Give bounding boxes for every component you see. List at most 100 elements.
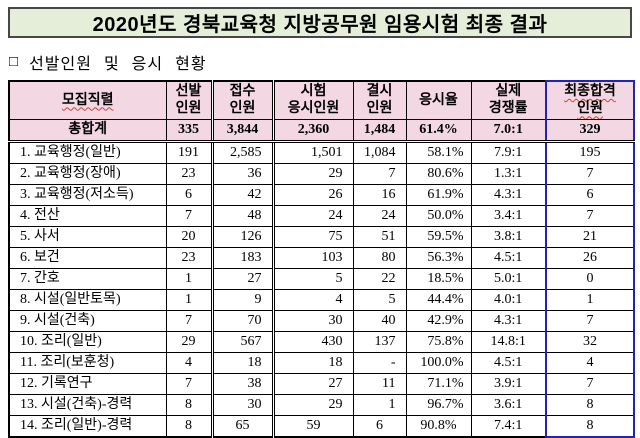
- total-label: 총합계: [8, 118, 167, 143]
- cell-value: 9: [210, 288, 274, 311]
- cell-value: 90.8%: [405, 414, 472, 437]
- page-title-text: 2020년도 경북교육청 지방공무원 임용시험 최종 결과: [92, 14, 548, 36]
- cell-value: 24: [271, 204, 354, 227]
- cell-value: 1: [165, 288, 213, 311]
- cell-value: 18.5%: [405, 267, 472, 290]
- column-header: 실제 경쟁률: [470, 80, 547, 120]
- total-value: 1,484: [352, 118, 407, 143]
- row-label: 8. 시설(일반토목): [8, 288, 167, 311]
- column-header: 시험 응시인원: [271, 80, 354, 120]
- cell-value: 75.8%: [405, 330, 472, 353]
- cell-value: 50.0%: [405, 204, 472, 227]
- cell-value: 42.9%: [405, 309, 472, 332]
- cell-value: 58.1%: [405, 140, 472, 164]
- cell-value: 4: [165, 351, 213, 374]
- cell-value: 4.3:1: [470, 309, 547, 332]
- cell-value: 29: [271, 393, 354, 416]
- total-row: 총합계 335 3,844 2,360 1,484 61.4% 7.0:1 329: [8, 118, 635, 143]
- cell-value: 1,501: [271, 140, 354, 164]
- row-label: 5. 사서: [8, 225, 167, 248]
- page-title: 2020년도 경북교육청 지방공무원 임용시험 최종 결과: [8, 7, 632, 38]
- cell-value: 7: [165, 372, 213, 395]
- cell-value: 137: [352, 330, 407, 353]
- cell-value: 48: [210, 204, 274, 227]
- cell-value: 7.4:1: [470, 414, 547, 437]
- cell-value: 30: [271, 309, 354, 332]
- table-row: 14. 조리(일반)-경력 8 65 59 6 90.8% 7.4:1 8: [8, 414, 635, 438]
- cell-value: 6: [352, 414, 407, 437]
- row-label: 12. 기록연구: [8, 372, 167, 395]
- cell-value: 11: [352, 372, 407, 395]
- table-row: 8. 시설(일반토목) 1 9 4 5 44.4% 4.0:1 1: [8, 288, 635, 311]
- cell-value: 75: [271, 225, 354, 248]
- cell-value: 18: [271, 351, 354, 374]
- cell-value: 44.4%: [405, 288, 472, 311]
- cell-value: 8: [545, 393, 635, 416]
- cell-value: 7: [165, 204, 213, 227]
- cell-value: 32: [545, 330, 635, 353]
- table-row: 1. 교육행정(일반) 191 2,585 1,501 1,084 58.1% 7.9:1 1…: [8, 140, 635, 164]
- total-value: 7.0:1: [470, 118, 547, 143]
- cell-value: 21: [545, 225, 635, 248]
- cell-value: 5.0:1: [470, 267, 547, 290]
- cell-value: 430: [271, 330, 354, 353]
- table-row: 7. 간호 1 27 5 22 18.5% 5.0:1 0: [8, 267, 635, 290]
- cell-value: 27: [271, 372, 354, 395]
- row-label: 14. 조리(일반)-경력: [8, 414, 167, 437]
- cell-value: 14.8:1: [470, 330, 547, 353]
- row-label: 6. 보건: [8, 246, 167, 269]
- cell-value: 4.5:1: [470, 246, 547, 269]
- cell-value: 126: [210, 225, 274, 248]
- cell-value: 7: [165, 309, 213, 332]
- table-row: 4. 전산 7 48 24 24 50.0% 3.4:1 7: [8, 204, 635, 227]
- cell-value: 80.6%: [405, 162, 472, 185]
- cell-value: 26: [271, 183, 354, 206]
- cell-value: 1: [545, 288, 635, 311]
- row-label: 10. 조리(일반): [8, 330, 167, 353]
- cell-value: 22: [352, 267, 407, 290]
- table-row: 13. 시설(건축)-경력 8 30 29 1 96.7% 3.6:1 8: [8, 393, 635, 416]
- row-label: 11. 조리(보훈청): [8, 351, 167, 374]
- cell-value: 2,585: [210, 140, 274, 164]
- cell-value: 191: [165, 140, 213, 164]
- column-header: 접수 인원: [210, 80, 274, 120]
- cell-value: 5: [271, 267, 354, 290]
- cell-value: 567: [210, 330, 274, 353]
- cell-value: 3.4:1: [470, 204, 547, 227]
- column-header: 최종합격 인원: [545, 80, 635, 120]
- table-header: 모집직렬 선발 인원 접수 인원 시험 응시인원 결시 인원 응시율 실제 경쟁률 최종합격 …: [8, 80, 635, 120]
- cell-value: 8: [165, 414, 213, 437]
- cell-value: 4: [545, 351, 635, 374]
- cell-value: 7: [352, 162, 407, 185]
- cell-value: 65: [210, 414, 274, 437]
- table-row: 6. 보건 23 183 103 80 56.3% 4.5:1 26: [8, 246, 635, 269]
- total-value: 329: [545, 118, 635, 143]
- row-label: 7. 간호: [8, 267, 167, 290]
- cell-value: 4.5:1: [470, 351, 547, 374]
- cell-value: 8: [545, 414, 635, 438]
- cell-value: 38: [210, 372, 274, 395]
- total-value: 61.4%: [405, 118, 472, 143]
- column-header-label: 모집직렬: [61, 92, 114, 108]
- cell-value: 3.6:1: [470, 393, 547, 416]
- cell-value: 24: [352, 204, 407, 227]
- table-row: 11. 조리(보훈청) 4 18 18-100.0% 4.5:1 4: [8, 351, 635, 374]
- cell-value: 7: [545, 162, 635, 185]
- cell-value: 7.9:1: [470, 140, 547, 164]
- row-label: 1. 교육행정(일반): [8, 140, 167, 164]
- column-header: 선발 인원: [165, 80, 213, 120]
- cell-value: 70: [210, 309, 274, 332]
- total-value: 3,844: [210, 118, 274, 143]
- cell-value: 7: [545, 309, 635, 332]
- column-header: 결시 인원: [352, 80, 407, 120]
- cell-value: 1,084: [352, 140, 407, 164]
- row-label: 4. 전산: [8, 204, 167, 227]
- cell-value: 1.3:1: [470, 162, 547, 185]
- cell-value: 40: [352, 309, 407, 332]
- cell-value: 26: [545, 246, 635, 269]
- cell-value: 61.9%: [405, 183, 472, 206]
- column-header-label: 응시율: [419, 92, 458, 108]
- cell-value: 4.3:1: [470, 183, 547, 206]
- cell-value: 1: [352, 393, 407, 416]
